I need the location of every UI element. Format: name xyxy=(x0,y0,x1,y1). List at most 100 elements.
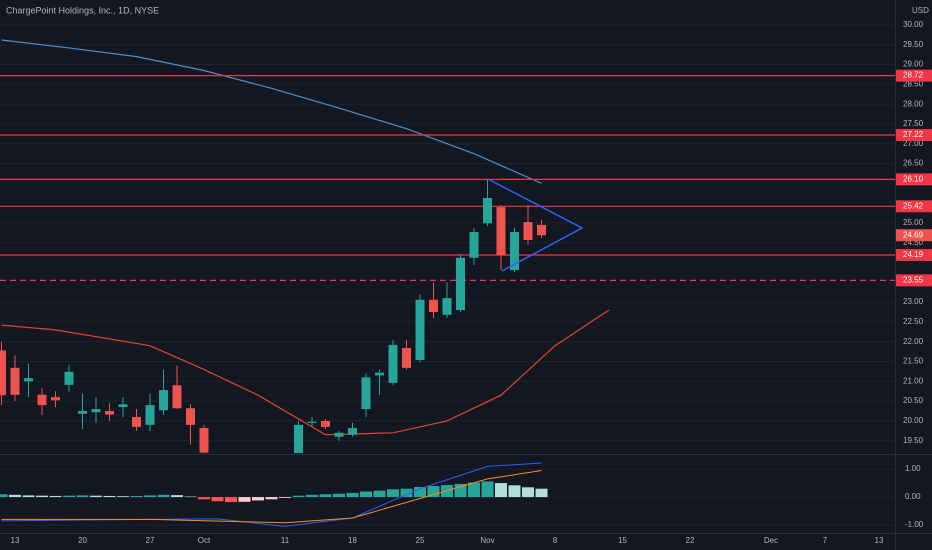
candle-body xyxy=(483,197,492,224)
candle-body xyxy=(321,420,330,427)
histogram-bar xyxy=(265,497,278,500)
candle-body xyxy=(388,344,398,383)
candle-body xyxy=(78,411,87,414)
y-tick-label: 29.50 xyxy=(903,40,924,49)
histogram-bar xyxy=(292,495,305,498)
candle-body xyxy=(429,299,438,313)
histogram-bar xyxy=(400,488,413,498)
y-tick-label: 22.00 xyxy=(903,337,924,346)
candle-body xyxy=(24,378,33,382)
y-tick-label: 27.00 xyxy=(903,139,924,148)
candle-body xyxy=(199,428,209,453)
candle-body xyxy=(186,408,195,425)
price-level-label: 23.55 xyxy=(903,275,924,284)
x-tick-label: 25 xyxy=(416,536,425,545)
macd-pane xyxy=(0,462,895,527)
histogram-bar xyxy=(171,495,183,498)
candle-body xyxy=(10,367,20,395)
y-tick-label: 30.00 xyxy=(903,20,924,29)
y-tick-label: 26.50 xyxy=(903,159,924,168)
candle-body xyxy=(51,397,60,401)
histogram-bar xyxy=(144,495,156,498)
y-tick-label: 20.50 xyxy=(903,396,924,405)
y-tick-label: 20.00 xyxy=(903,416,924,425)
y-tick-label: 28.00 xyxy=(903,99,924,108)
candle-body xyxy=(37,394,47,406)
y-tick-label: 28.50 xyxy=(903,79,924,88)
price-level-tag xyxy=(896,173,932,186)
histogram-bar xyxy=(9,494,21,498)
histogram-bar xyxy=(414,487,426,498)
x-tick-label: Oct xyxy=(198,536,211,545)
histogram-bar xyxy=(103,495,116,498)
y-tick-label: 22.50 xyxy=(903,317,924,326)
last-price-label: 24.69 xyxy=(903,230,924,239)
price-level-label: 25.42 xyxy=(903,201,924,210)
histogram-bar xyxy=(306,494,318,498)
candle-body xyxy=(537,224,546,236)
histogram-bar xyxy=(211,497,224,502)
x-tick-label: 27 xyxy=(146,536,155,545)
histogram-bar xyxy=(508,485,521,498)
price-level-tag xyxy=(896,249,932,262)
candle-body xyxy=(402,348,411,368)
candle-body xyxy=(307,421,317,423)
price-level-tag xyxy=(896,129,932,142)
x-tick-label: 15 xyxy=(618,536,627,545)
y-tick-label: 21.00 xyxy=(903,376,924,385)
histogram-bar xyxy=(117,496,129,498)
price-level-label: 27.22 xyxy=(903,130,924,139)
last-price-tag xyxy=(896,229,932,242)
histogram-bar xyxy=(184,496,197,498)
candle-body xyxy=(132,416,141,427)
macd-line xyxy=(1,470,542,524)
candle-body xyxy=(361,377,371,410)
price-level-tag xyxy=(896,274,932,287)
candle-body xyxy=(294,424,303,453)
candle-body xyxy=(91,409,101,413)
histogram-bar xyxy=(36,495,48,498)
histogram-bar xyxy=(63,495,75,498)
candle-body xyxy=(469,232,479,258)
x-tick-label: 18 xyxy=(348,536,357,545)
candle-body xyxy=(442,298,452,315)
y-tick-label: 1.00 xyxy=(905,464,921,473)
histogram-bar xyxy=(279,497,291,498)
candle-body xyxy=(348,428,357,435)
histogram-bar xyxy=(157,494,170,498)
main-pane xyxy=(0,24,895,453)
x-tick-label: 20 xyxy=(78,536,87,545)
histogram-bar xyxy=(333,493,345,498)
histogram-bar xyxy=(198,497,210,500)
price-level-label: 28.72 xyxy=(903,71,924,80)
histogram-bar xyxy=(346,492,359,498)
x-tick-label: 11 xyxy=(281,536,290,545)
currency: USD xyxy=(912,6,929,15)
moving-average-line xyxy=(1,309,610,436)
price-level-label: 24.19 xyxy=(903,250,924,259)
y-tick-label: 21.50 xyxy=(903,357,924,366)
x-tick-label: 13 xyxy=(875,536,884,545)
histogram-bar xyxy=(22,495,35,498)
histogram-bar xyxy=(130,495,143,498)
histogram-bar xyxy=(387,489,399,498)
histogram-bar xyxy=(90,495,102,498)
candle-body xyxy=(172,385,182,409)
candle-body xyxy=(334,432,344,437)
x-tick-label: 8 xyxy=(553,536,558,545)
histogram-bar xyxy=(522,487,534,498)
histogram-bar xyxy=(373,490,386,498)
axes: 19.50 20.00 20.50 21.00 21.50 22.00 22.50 23.00… xyxy=(11,20,932,545)
y-tick-label: 23.00 xyxy=(903,297,924,306)
histogram-bar xyxy=(76,495,89,498)
x-tick-label: Nov xyxy=(480,536,494,545)
x-tick-label: 13 xyxy=(11,536,20,545)
candle-body xyxy=(375,372,384,376)
candle-body xyxy=(118,404,128,408)
histogram-bar xyxy=(252,497,264,501)
candle-body xyxy=(510,232,519,271)
candle-body xyxy=(145,405,155,425)
histogram-bar xyxy=(319,494,332,498)
histogram-bar xyxy=(468,482,480,498)
